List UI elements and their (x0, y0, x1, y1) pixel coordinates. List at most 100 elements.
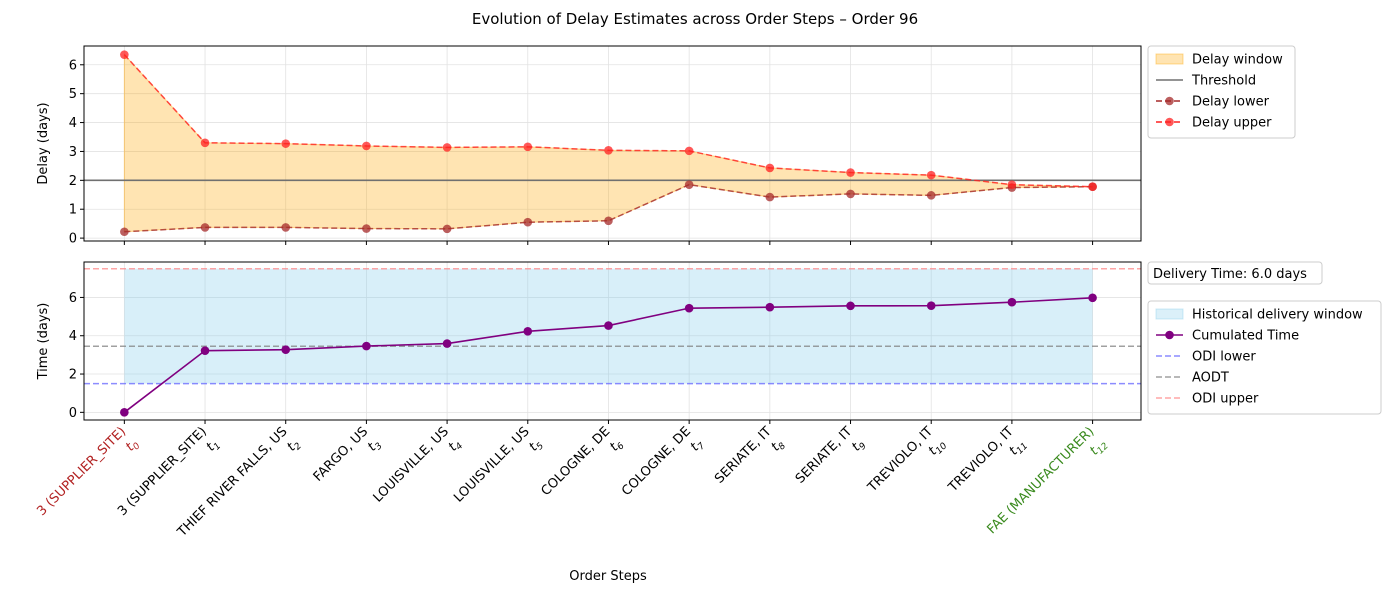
step-location-label: TREVIOLO, IT (945, 424, 1017, 496)
step-time-subscript: 6 (616, 441, 627, 452)
step-time-label: t1 (204, 436, 224, 456)
legend-entry: Cumulated Time (1192, 329, 1299, 344)
chart-title: Evolution of Delay Estimates across Orde… (472, 10, 918, 28)
delay-upper-point (200, 138, 210, 148)
y-axis-label: Delay (days) (36, 102, 51, 184)
legend-entry: Delay lower (1192, 95, 1270, 110)
cumulated-time-point (684, 303, 694, 313)
legend-marker (1165, 117, 1174, 127)
axes-frame (83, 261, 1142, 421)
legend-entry: ODI lower (1192, 350, 1256, 365)
legend-entry: Delay window (1192, 53, 1283, 68)
cumulated-time-point (765, 302, 775, 312)
cumulated-time-point (281, 345, 291, 355)
delay-upper-point (765, 163, 775, 173)
annotation-box (1147, 261, 1323, 285)
y-axis-label: Time (days) (36, 303, 51, 381)
step-time-subscript: 0 (131, 441, 142, 452)
step-time-label: t2 (284, 436, 304, 456)
step-time-subscript: 7 (696, 441, 707, 452)
legend-marker (1165, 96, 1174, 106)
y-tick-label: 4 (69, 329, 77, 344)
delay-upper-point (362, 141, 371, 151)
step-time-label: t5 (526, 436, 546, 456)
cumulated-time-point (442, 339, 452, 348)
delay-panel: 0 1 2 3 4 5 6 Delay (days) (36, 45, 1142, 247)
y-tick-label: 6 (69, 291, 77, 306)
delay-upper-point (684, 146, 694, 156)
cumulated-time-point (120, 408, 129, 417)
legend-swatch (1155, 308, 1184, 320)
legend-delay: Delay window Threshold Delay lower Delay up… (1147, 45, 1296, 139)
delay-lower-point (846, 189, 855, 199)
step-location-label: SERIATE, IT (793, 424, 856, 487)
legend-entry: Historical delivery window (1192, 308, 1363, 323)
legend-marker (1165, 330, 1174, 340)
step-time-subscript: 1 (212, 441, 223, 452)
delay-upper-point (1007, 180, 1017, 189)
legend-entry: Delay upper (1192, 116, 1272, 131)
step-location-label: TREVIOLO, IT (864, 424, 936, 496)
delay-lower-point (281, 223, 291, 232)
step-location-label: 3 (SUPPLIER_SITE) (115, 424, 210, 519)
delay-lower-point (765, 192, 775, 202)
legend-entry: ODI upper (1192, 392, 1259, 407)
delay-lower-point (604, 216, 613, 226)
y-tick-label: 0 (69, 232, 77, 247)
delay-lower-point (120, 227, 129, 237)
x-tick-labels: 3 (SUPPLIER_SITE)t03 (SUPPLIER_SITE)t1TH… (34, 424, 1111, 540)
legend-box (1147, 45, 1296, 139)
y-tick-label: 6 (69, 58, 77, 73)
step-time-subscript: 9 (858, 441, 869, 452)
delay-lower-point (362, 224, 371, 233)
step-time-subscript: 5 (535, 441, 546, 452)
y-tick-label: 2 (69, 368, 77, 383)
y-tick-label: 4 (69, 116, 77, 131)
step-time-label: t8 (768, 436, 788, 456)
step-location-label: LOUISVILLE, US (371, 424, 452, 505)
cumulated-time-point (926, 301, 936, 310)
cumulated-time-point (846, 301, 855, 311)
y-tick-label: 2 (69, 174, 77, 189)
delay-upper-point (442, 143, 452, 152)
step-time-subscript: 4 (454, 441, 465, 452)
delay-lower-point (684, 180, 694, 189)
delay-upper-point (846, 168, 855, 177)
legend-entry: AODT (1192, 371, 1229, 386)
time-panel: 0 2 4 6 Time (days) (36, 261, 1142, 424)
step-location-label: 3 (SUPPLIER_SITE) (34, 424, 129, 519)
y-tick-label: 3 (69, 145, 77, 160)
cumulated-time-point (1088, 293, 1097, 303)
step-time-label: t3 (365, 436, 385, 456)
step-location-label: FARGO, US (311, 424, 372, 485)
step-time-subscript: 3 (374, 441, 385, 452)
step-time-subscript: 2 (293, 441, 304, 452)
step-time-label: t6 (607, 436, 627, 456)
y-tick-label: 5 (69, 87, 77, 102)
legend-entry: Threshold (1191, 74, 1256, 89)
delivery-time-annotation: Delivery Time: 6.0 days (1153, 267, 1307, 282)
cumulated-time-point (362, 341, 371, 351)
delay-upper-point (926, 170, 936, 180)
step-location-label: COLOGNE, DE (619, 424, 694, 499)
delay-upper-point (120, 50, 129, 59)
step-time-label: t7 (688, 436, 708, 456)
delay-lower-point (926, 191, 936, 200)
legend-swatch (1155, 53, 1184, 65)
delay-upper-point (281, 139, 291, 148)
delay-lower-point (200, 223, 210, 232)
cumulated-time-point (200, 346, 210, 355)
delay-upper-point (604, 145, 613, 155)
delay-upper-point (1088, 182, 1097, 191)
delay-upper-point (523, 142, 533, 152)
cumulated-time-point (1007, 297, 1017, 307)
step-time-label: t9 (849, 436, 869, 456)
